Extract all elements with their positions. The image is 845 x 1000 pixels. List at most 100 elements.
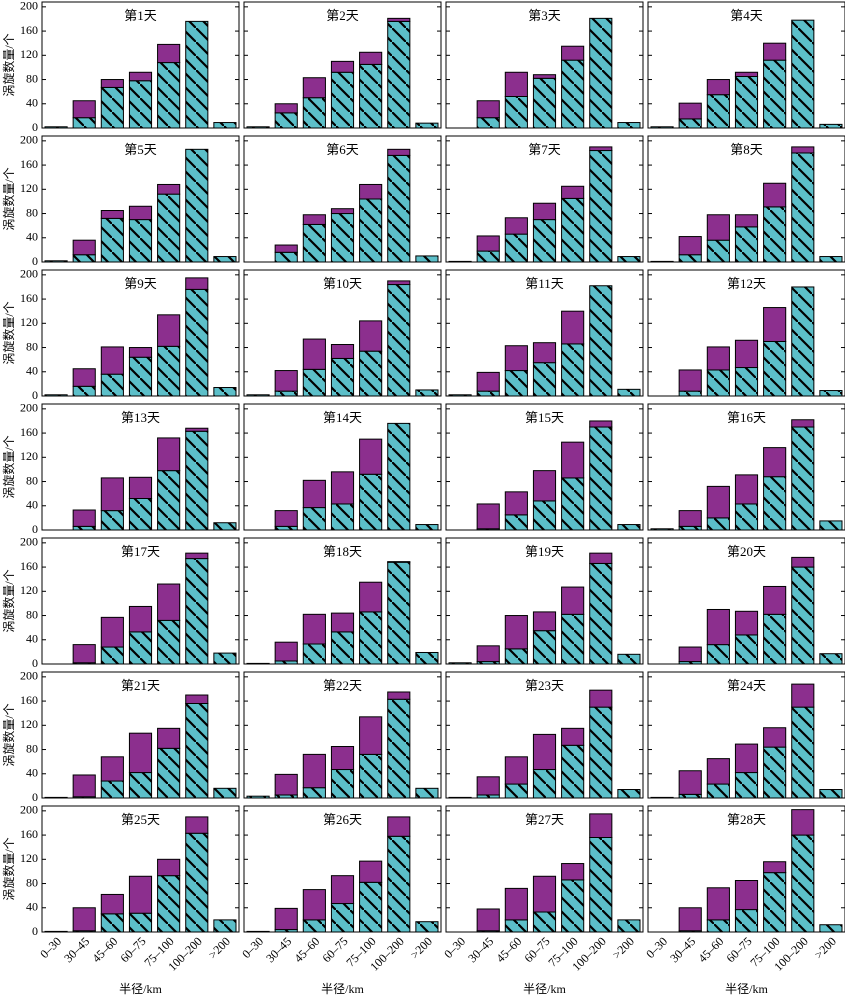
bar-segment — [706, 94, 730, 129]
bar-segment — [734, 214, 759, 228]
y-tick-label: 80 — [26, 473, 38, 487]
bar-segment — [532, 911, 557, 933]
bar-segment — [476, 908, 500, 932]
bar-segment — [330, 503, 355, 531]
bar-segment — [561, 45, 585, 61]
bar-segment — [589, 562, 613, 665]
bar-segment — [185, 816, 209, 834]
bar-segment — [678, 525, 702, 531]
bar-segment — [561, 441, 585, 479]
bar-segment — [72, 368, 96, 387]
bar-segment — [706, 644, 730, 665]
bar-segment — [532, 733, 557, 771]
chart-title: 第28天 — [727, 812, 766, 827]
bar-segment — [100, 510, 124, 531]
bar-segment — [763, 340, 787, 397]
chart-title: 第7天 — [528, 142, 561, 157]
bar-segment — [157, 727, 181, 749]
chart-title: 第17天 — [121, 544, 160, 559]
x-tick-label: 0–30 — [239, 934, 266, 961]
y-tick-label: 80 — [26, 71, 38, 85]
bar-segment — [72, 509, 96, 527]
chart-title: 第14天 — [323, 410, 362, 425]
bar-segment — [706, 79, 730, 96]
bar-segment — [100, 893, 124, 915]
y-tick-label: 40 — [26, 766, 38, 780]
bar-segment — [706, 346, 730, 371]
bar-segment — [185, 832, 209, 933]
bar-segment — [532, 500, 557, 531]
chart-title: 第9天 — [124, 276, 157, 291]
chart-title: 第15天 — [525, 410, 564, 425]
bar-segment — [213, 387, 237, 397]
bar-segment — [678, 510, 702, 527]
bar-segment — [330, 471, 355, 505]
bar-segment — [359, 51, 383, 65]
bar-segment — [185, 558, 209, 665]
bar-segment — [359, 581, 383, 613]
y-tick-label: 80 — [26, 875, 38, 889]
bar-segment — [504, 887, 528, 921]
bar-segment — [617, 122, 641, 129]
bar-segment — [532, 77, 557, 129]
bar-segment — [157, 437, 181, 472]
bar-segment — [532, 342, 557, 364]
bar-segment — [678, 236, 702, 256]
bar-segment — [185, 703, 209, 799]
y-tick-label: 40 — [26, 96, 38, 110]
bar-segment — [763, 307, 787, 342]
bar-segment — [185, 288, 209, 397]
plot-frame — [243, 135, 442, 263]
bar-segment — [387, 698, 411, 799]
bar-segment — [561, 310, 585, 345]
y-tick-label: 200 — [20, 401, 38, 415]
bar-segment — [504, 783, 528, 799]
bar-segment — [589, 552, 613, 564]
bar-segment — [100, 210, 124, 219]
bar-segment — [302, 753, 326, 789]
bar-segment — [763, 476, 787, 531]
bar-segment — [734, 634, 759, 665]
bar-segment — [330, 746, 355, 771]
chart-title: 第5天 — [124, 142, 157, 157]
bar-segment — [763, 447, 787, 478]
plot-frame — [243, 671, 442, 799]
bar-segment — [100, 756, 124, 782]
bar-segment — [589, 689, 613, 708]
bar-segment — [185, 277, 209, 290]
bar-segment — [763, 585, 787, 615]
plot-frame — [445, 269, 644, 397]
bar-segment — [330, 344, 355, 359]
y-tick-label: 0 — [32, 388, 38, 402]
bar-segment — [504, 648, 528, 665]
y-tick-label: 120 — [20, 181, 38, 195]
bar-segment — [128, 772, 153, 799]
plot-frame — [445, 135, 644, 263]
bar-segment — [532, 769, 557, 799]
bar-segment — [387, 17, 411, 22]
bar-segment — [128, 356, 153, 397]
bar-segment — [734, 880, 759, 911]
bar-segment — [128, 205, 153, 221]
chart-title: 第1天 — [124, 8, 157, 23]
bar-segment — [330, 903, 355, 933]
bar-segment — [791, 19, 815, 129]
x-axis-label: 半径/km — [321, 982, 364, 996]
bar-segment — [791, 419, 815, 428]
y-tick-label: 40 — [26, 498, 38, 512]
y-tick-label: 40 — [26, 632, 38, 646]
bar-segment — [274, 510, 298, 527]
bar-segment — [706, 214, 730, 241]
bar-segment — [72, 385, 96, 397]
bar-segment — [330, 60, 355, 73]
bar-segment — [213, 652, 237, 665]
chart-title: 第20天 — [727, 544, 766, 559]
bar-segment — [100, 780, 124, 799]
bar-segment — [561, 586, 585, 615]
y-axis-label: 涡旋数量/个 — [1, 837, 16, 900]
bar-segment — [415, 389, 439, 397]
bar-segment — [476, 235, 500, 252]
bar-segment — [706, 758, 730, 785]
chart-title: 第10天 — [323, 276, 362, 291]
